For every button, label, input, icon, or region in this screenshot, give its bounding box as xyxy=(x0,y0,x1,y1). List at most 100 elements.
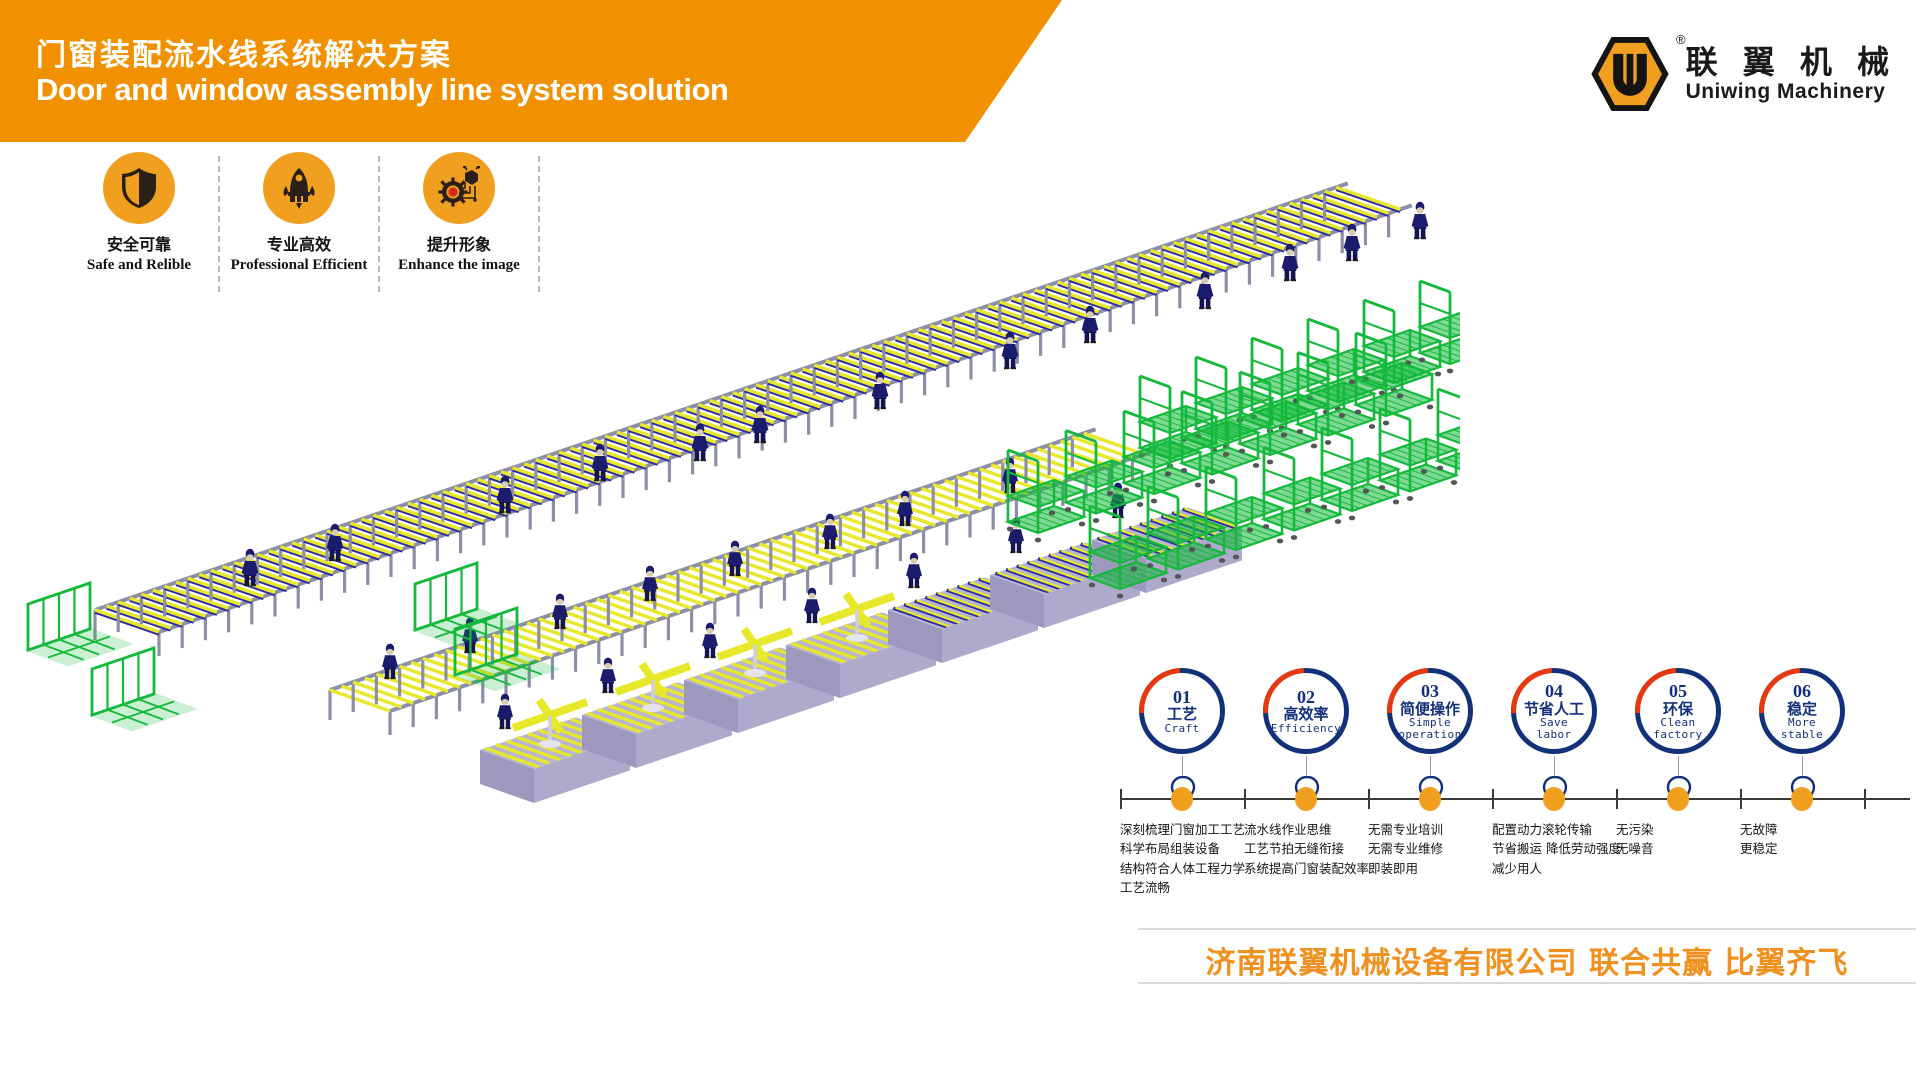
benefit-label-cn: 环保 xyxy=(1662,699,1693,718)
footer-slogan: 济南联翼机械设备有限公司 联合共赢 比翼齐飞 xyxy=(1205,946,1849,981)
benefit-progress-arc xyxy=(1369,650,1491,772)
worker-figure xyxy=(751,405,769,444)
benefit-label-en: Clean factory xyxy=(1653,716,1703,741)
benefits-timeline: 01 工艺 Craft 深刻梳理门窗加工工艺 科学布局组装设备 结构符合人体工程… xyxy=(1120,650,1910,968)
worker-figure xyxy=(897,490,913,527)
feature-label-en: Professional Efficient xyxy=(230,257,368,274)
benefit-description: 深刻梳理门窗加工工艺 科学布局组装设备 结构符合人体工程力学 工艺流畅 xyxy=(1120,822,1246,896)
worker-figure xyxy=(804,587,820,624)
window-frame-workpiece xyxy=(511,697,589,748)
material-trolley xyxy=(1318,426,1402,521)
worker-figure xyxy=(1196,271,1214,310)
benefit-number: 06 xyxy=(1793,680,1811,701)
benefit-description: 无污染 无噪音 xyxy=(1616,822,1654,857)
material-trolley-racks xyxy=(1004,279,1460,599)
benefit-label-en: Craft xyxy=(1164,721,1200,735)
feature-label-cn: 提升形象 xyxy=(426,235,491,254)
worker-figure xyxy=(552,593,568,630)
window-frame-workpiece xyxy=(818,591,896,642)
feature-label-cn: 专业高效 xyxy=(266,235,331,254)
benefit-progress-arc xyxy=(1617,650,1739,772)
worker-figure xyxy=(241,548,259,587)
feature-strip: 安全可靠 Safe and Relible 专业高效 Professional … xyxy=(60,152,540,292)
gear-circuit-icon xyxy=(423,152,495,224)
worker-figure xyxy=(326,523,344,562)
benefit-circle-04[interactable]: 04 节省人工 Save labor xyxy=(1493,650,1615,772)
benefit-number: 05 xyxy=(1669,680,1687,701)
worker-figure xyxy=(906,552,922,589)
worker-figure xyxy=(822,513,838,550)
benefit-label-en: Save labor xyxy=(1536,716,1572,741)
logo-wordmark: 联 翼 机 械 Uniwing Machinery xyxy=(1686,46,1896,102)
feature-label-en: Safe and Relible xyxy=(86,257,192,274)
benefit-description: 配置动力滚轮传输 节省搬运 降低劳动强度 减少用人 xyxy=(1492,822,1621,876)
registered-trademark-icon: ® xyxy=(1675,32,1686,47)
benefit-label-en: Simple operation xyxy=(1398,716,1462,741)
timeline-tick xyxy=(1740,789,1742,809)
logo-name-en: Uniwing Machinery xyxy=(1685,80,1886,103)
benefit-number: 03 xyxy=(1421,680,1439,701)
flat-storage-rack xyxy=(24,581,134,667)
benefit-circle-02[interactable]: 02 高效率 Efficiency xyxy=(1245,650,1367,772)
page-title-en: Door and window assembly line system sol… xyxy=(36,72,729,107)
worker-figure xyxy=(1411,201,1429,240)
timeline-tick xyxy=(1492,789,1494,809)
feature-label-en: Enhance the image xyxy=(398,257,520,274)
flat-storage-racks xyxy=(24,561,561,732)
feature-item-image: 提升形象 Enhance the image xyxy=(380,152,538,274)
timeline-dot xyxy=(1667,787,1689,811)
benefit-description: 无故障 更稳定 xyxy=(1740,822,1778,857)
worker-figure xyxy=(727,540,743,577)
benefit-circle-03[interactable]: 03 简便操作 Simple operation xyxy=(1369,650,1491,772)
benefit-number: 02 xyxy=(1297,686,1315,707)
benefit-label-cn: 简便操作 xyxy=(1399,699,1460,718)
feature-divider xyxy=(538,156,540,292)
benefit-progress-arc xyxy=(1121,650,1243,772)
timeline-axis xyxy=(1120,798,1910,800)
benefit-stem xyxy=(1802,756,1803,780)
rocket-icon xyxy=(263,152,335,224)
feature-item-efficient: 专业高效 Professional Efficient xyxy=(220,152,378,274)
benefit-label-cn: 稳定 xyxy=(1786,699,1817,718)
benefit-stem xyxy=(1182,756,1183,780)
benefit-circle-06[interactable]: 06 稳定 More stable xyxy=(1741,650,1863,772)
worker-figure xyxy=(1343,223,1361,262)
timeline-tick xyxy=(1244,789,1246,809)
window-frame-workpiece xyxy=(716,626,794,677)
benefit-progress-arc xyxy=(1245,650,1367,772)
benefit-label-en: Efficiency xyxy=(1270,721,1342,735)
feature-divider xyxy=(378,156,380,292)
timeline-dot xyxy=(1171,787,1193,811)
benefit-description: 流水线作业思维 工艺节拍无缝衔接 系统提高门窗装配效率 xyxy=(1244,822,1370,876)
gear-circuit-glyph xyxy=(438,166,480,207)
timeline-tick xyxy=(1616,789,1618,809)
flat-storage-rack xyxy=(88,646,198,732)
worker-figure xyxy=(691,423,709,462)
page-title-cn: 门窗装配流水线系统解决方案 xyxy=(36,38,452,73)
benefit-circle-05[interactable]: 05 环保 Clean factory xyxy=(1617,650,1739,772)
footer-divider-top xyxy=(1138,928,1916,930)
benefit-description: 无需专业培训 无需专业维修 即装即用 xyxy=(1368,822,1444,876)
rocket-glyph xyxy=(283,168,315,209)
benefit-circle-01[interactable]: 01 工艺 Craft xyxy=(1121,650,1243,772)
logo-hexagon-mark: ® xyxy=(1588,32,1686,116)
benefit-stem xyxy=(1430,756,1431,780)
logo-name-cn: 联 翼 机 械 xyxy=(1685,43,1896,81)
benefit-progress-arc xyxy=(1741,650,1863,772)
header-banner: 门窗装配流水线系统解决方案 Door and window assembly l… xyxy=(0,0,1062,142)
worker-figure xyxy=(642,565,658,602)
material-trolley xyxy=(1434,387,1460,471)
benefit-stem xyxy=(1306,756,1307,780)
timeline-tick xyxy=(1864,789,1866,809)
worker-figure xyxy=(871,371,889,410)
material-trolley xyxy=(1120,409,1204,504)
gravity-roller-conveyor-upper xyxy=(93,181,1429,656)
benefit-label-cn: 高效率 xyxy=(1283,705,1329,724)
timeline-dot xyxy=(1543,787,1565,811)
footer-divider-bottom xyxy=(1138,982,1916,984)
material-trolley xyxy=(1352,331,1436,426)
material-trolley xyxy=(1376,407,1460,501)
benefit-label-cn: 节省人工 xyxy=(1523,699,1584,718)
benefit-stem xyxy=(1678,756,1679,780)
timeline-tick xyxy=(1368,789,1370,809)
